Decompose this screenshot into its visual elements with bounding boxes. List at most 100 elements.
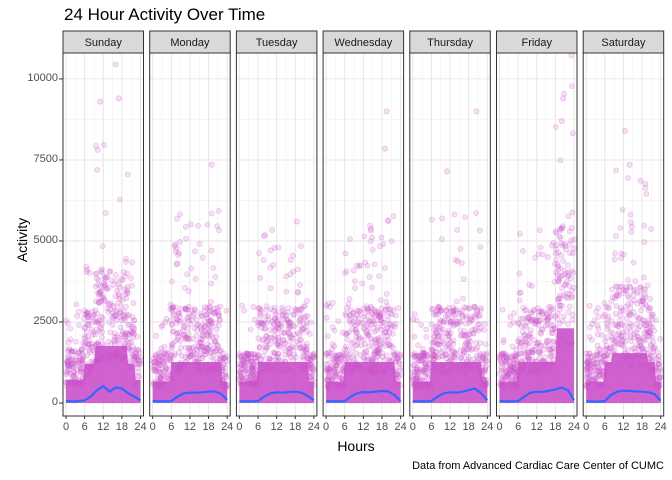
data-point bbox=[287, 257, 294, 263]
data-point bbox=[536, 308, 542, 315]
data-point bbox=[285, 351, 292, 358]
data-point bbox=[163, 351, 170, 358]
data-point bbox=[125, 321, 131, 328]
data-point bbox=[418, 357, 425, 363]
data-point bbox=[449, 364, 456, 371]
data-point bbox=[423, 333, 430, 340]
data-point bbox=[364, 357, 371, 364]
data-point bbox=[222, 384, 229, 391]
data-point bbox=[375, 350, 381, 357]
data-point bbox=[542, 354, 549, 360]
data-point bbox=[507, 362, 514, 369]
data-point bbox=[215, 364, 222, 371]
data-point bbox=[351, 278, 358, 284]
data-point bbox=[443, 351, 449, 358]
data-point bbox=[435, 310, 441, 317]
data-point bbox=[261, 365, 268, 371]
data-point bbox=[397, 382, 404, 389]
data-point bbox=[105, 357, 112, 364]
data-point bbox=[627, 305, 634, 312]
data-point bbox=[526, 339, 533, 346]
data-point bbox=[518, 359, 525, 365]
data-point bbox=[193, 346, 200, 352]
data-point bbox=[425, 383, 432, 390]
data-point bbox=[500, 350, 507, 357]
data-point bbox=[474, 358, 481, 365]
data-point bbox=[267, 285, 274, 292]
data-point bbox=[385, 218, 392, 224]
data-point bbox=[71, 369, 77, 375]
data-point bbox=[422, 381, 428, 388]
data-point bbox=[209, 323, 216, 330]
data-point bbox=[99, 329, 106, 335]
data-point bbox=[287, 271, 294, 278]
data-point bbox=[450, 307, 457, 313]
data-point bbox=[326, 383, 333, 390]
data-point bbox=[151, 359, 157, 366]
data-point bbox=[253, 382, 259, 389]
data-point bbox=[557, 225, 563, 232]
data-point bbox=[310, 366, 317, 373]
data-point bbox=[591, 376, 597, 382]
data-point bbox=[498, 360, 505, 366]
data-point bbox=[245, 351, 252, 358]
data-point bbox=[303, 347, 310, 354]
data-point bbox=[498, 351, 505, 357]
data-point bbox=[395, 305, 401, 312]
data-point bbox=[656, 353, 662, 360]
data-point bbox=[357, 342, 364, 349]
data-point bbox=[610, 294, 616, 300]
data-point bbox=[390, 344, 397, 351]
strip-label: Monday bbox=[170, 37, 210, 49]
data-point bbox=[518, 357, 525, 364]
data-point bbox=[599, 357, 606, 364]
data-point bbox=[595, 378, 602, 385]
data-point bbox=[336, 377, 343, 384]
data-point bbox=[185, 288, 192, 294]
data-point bbox=[501, 357, 508, 364]
data-point bbox=[472, 312, 478, 319]
data-point bbox=[583, 359, 590, 365]
data-point bbox=[411, 311, 418, 317]
data-point bbox=[585, 374, 591, 381]
data-point bbox=[63, 371, 70, 378]
data-point bbox=[500, 366, 507, 373]
data-point bbox=[69, 374, 76, 380]
data-point bbox=[86, 269, 93, 276]
data-point bbox=[522, 335, 529, 342]
data-point bbox=[470, 330, 477, 337]
data-point bbox=[499, 379, 506, 385]
data-point bbox=[303, 349, 309, 355]
data-point bbox=[211, 338, 218, 345]
data-point bbox=[502, 368, 509, 375]
data-point bbox=[525, 315, 532, 321]
data-point bbox=[154, 384, 161, 390]
data-point bbox=[294, 338, 300, 345]
data-point bbox=[240, 361, 247, 368]
data-point bbox=[639, 345, 645, 352]
data-point bbox=[107, 356, 113, 362]
data-point bbox=[239, 369, 246, 376]
data-point bbox=[336, 371, 343, 378]
data-point bbox=[251, 316, 258, 323]
data-point bbox=[599, 371, 606, 378]
data-point bbox=[69, 360, 76, 367]
data-point bbox=[93, 341, 100, 347]
data-point bbox=[323, 365, 330, 372]
data-point bbox=[195, 360, 202, 366]
data-point bbox=[372, 369, 379, 376]
data-point bbox=[556, 295, 562, 301]
data-point bbox=[560, 313, 567, 320]
data-point bbox=[433, 348, 440, 355]
data-point bbox=[377, 313, 384, 320]
data-point bbox=[198, 312, 205, 319]
data-point bbox=[329, 345, 335, 352]
data-point bbox=[325, 369, 332, 376]
data-point bbox=[561, 90, 567, 97]
data-point bbox=[243, 353, 249, 359]
data-point bbox=[376, 366, 383, 372]
data-point bbox=[428, 367, 435, 374]
data-point bbox=[427, 351, 434, 358]
data-point bbox=[104, 286, 110, 293]
data-point bbox=[264, 319, 270, 326]
